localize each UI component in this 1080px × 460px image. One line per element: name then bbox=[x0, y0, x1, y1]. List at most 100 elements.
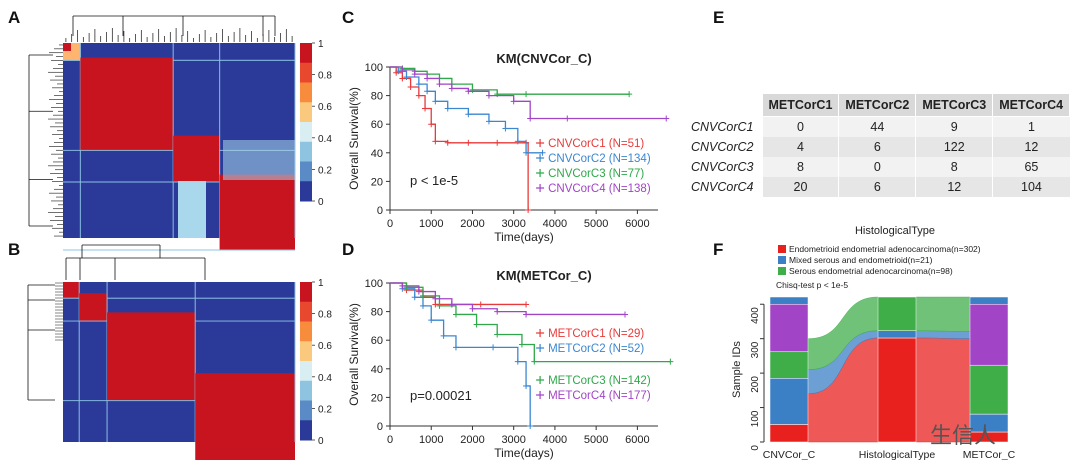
legend-marker bbox=[536, 169, 545, 177]
censor-mark bbox=[527, 423, 534, 429]
legend-swatch bbox=[778, 245, 786, 253]
alluvial-stratum bbox=[769, 296, 809, 305]
y-tick-label: 200 bbox=[750, 376, 761, 393]
y-tick-label: 80 bbox=[371, 307, 383, 319]
censor-mark bbox=[411, 294, 418, 301]
alluvial-flow bbox=[915, 296, 971, 332]
y-tick-label: 40 bbox=[371, 148, 383, 160]
y-tick-label: 400 bbox=[750, 307, 761, 324]
table-cell: 44 bbox=[838, 116, 916, 137]
legend-marker bbox=[536, 184, 545, 192]
censor-mark bbox=[452, 344, 459, 351]
censor-mark bbox=[564, 115, 571, 122]
km-curve-2 bbox=[390, 66, 543, 154]
legend-marker bbox=[536, 391, 545, 399]
x-tick-label: 4000 bbox=[543, 218, 567, 230]
censor-mark bbox=[494, 308, 501, 315]
colorbar-segment bbox=[300, 62, 312, 83]
censor-mark bbox=[663, 115, 670, 122]
censor-mark bbox=[465, 88, 472, 95]
km-title: KM(METCor_C) bbox=[496, 268, 591, 283]
table-cell: 8 bbox=[915, 157, 993, 177]
y-tick-label: 40 bbox=[371, 364, 383, 376]
alluvial-stratum bbox=[769, 351, 809, 379]
table-header: METCorC2 bbox=[838, 93, 917, 117]
y-tick-label: 60 bbox=[371, 335, 383, 347]
legend-label: METCorC3 (N=142) bbox=[548, 375, 651, 387]
legend-label: METCorC2 (N=52) bbox=[548, 343, 644, 355]
censor-mark bbox=[399, 66, 406, 73]
table-cell: 6 bbox=[838, 137, 916, 157]
colorbar-segment bbox=[300, 161, 312, 182]
colorbar-tick-label: 0 bbox=[318, 436, 324, 447]
p-value: p < 1e-5 bbox=[410, 173, 458, 188]
alluvial-plot-f: HistologicalType Endometrioid endometrial… bbox=[731, 225, 1016, 460]
censor-mark bbox=[407, 84, 414, 91]
contingency-table: METCorC1 METCorC2 METCorC3 METCorC4 CNVC… bbox=[684, 93, 1071, 197]
y-tick-label: 20 bbox=[371, 176, 383, 188]
row-header: CNVCorC1 bbox=[684, 116, 763, 137]
censor-mark bbox=[523, 91, 530, 98]
y-tick-label: 0 bbox=[377, 205, 383, 217]
table-header: METCorC4 bbox=[992, 93, 1071, 117]
colorbar-segment bbox=[300, 282, 312, 303]
table-cell: 0 bbox=[761, 116, 839, 137]
legend-label: CNVCorC4 (N=138) bbox=[548, 183, 651, 195]
y-tick-label: 300 bbox=[750, 341, 761, 358]
dendrogram-b bbox=[27, 244, 206, 401]
y-tick-label: 100 bbox=[365, 62, 383, 74]
colorbar-tick-label: 1 bbox=[318, 39, 324, 50]
table-cell: 8 bbox=[761, 157, 839, 177]
legend-marker bbox=[536, 154, 545, 162]
table-row: CNVCorC2 4 6 122 12 bbox=[684, 137, 1070, 157]
legend-label: METCorC4 (N=177) bbox=[548, 390, 651, 402]
censor-mark bbox=[523, 311, 530, 318]
alluvial-stratum bbox=[877, 296, 917, 332]
km-curve-2 bbox=[390, 282, 531, 426]
censor-mark bbox=[539, 149, 546, 156]
alluvial-stratum bbox=[877, 337, 917, 443]
censor-mark bbox=[514, 138, 521, 145]
y-tick-label: 20 bbox=[371, 392, 383, 404]
heatmap-b-colorbar: 1 0.8 0.6 0.4 0.2 0 bbox=[300, 278, 332, 447]
censor-mark bbox=[452, 311, 459, 318]
row-header: CNVCorC2 bbox=[684, 137, 763, 157]
legend-label: CNVCorC2 (N=134) bbox=[548, 153, 651, 165]
x-tick-label: 5000 bbox=[584, 218, 608, 230]
table-row: CNVCorC4 20 6 12 104 bbox=[684, 177, 1070, 197]
x-tick-label: 1000 bbox=[419, 434, 443, 446]
table-row: CNVCorC1 0 44 9 1 bbox=[684, 116, 1070, 137]
censor-mark bbox=[440, 332, 447, 339]
table-corner bbox=[684, 93, 763, 117]
censor-mark bbox=[523, 382, 530, 389]
table-header: METCorC1 bbox=[761, 93, 840, 117]
colorbar-segment bbox=[300, 82, 312, 103]
panel-label-c: C bbox=[342, 8, 355, 27]
legend-label: CNVCorC3 (N=77) bbox=[548, 168, 644, 180]
censor-mark bbox=[448, 85, 455, 92]
colorbar-tick-label: 0.8 bbox=[318, 71, 332, 82]
x-tick-label: 3000 bbox=[501, 218, 525, 230]
censor-mark bbox=[494, 139, 501, 146]
y-tick-label: 0 bbox=[377, 421, 383, 433]
panel-label-e: E bbox=[713, 8, 725, 27]
heatmap-offdiag-patch bbox=[178, 181, 206, 238]
censor-mark bbox=[514, 358, 521, 365]
heatmap-block-c3 bbox=[107, 312, 196, 401]
legend-label: METCorC1 (N=29) bbox=[548, 328, 644, 340]
y-tick-label: 80 bbox=[371, 91, 383, 103]
censor-mark bbox=[415, 92, 422, 99]
row-header: CNVCorC3 bbox=[684, 157, 763, 177]
x-tick-label: 3000 bbox=[501, 434, 525, 446]
censor-mark bbox=[510, 98, 517, 105]
censor-mark bbox=[424, 75, 431, 82]
km-curve-4 bbox=[390, 282, 626, 316]
colorbar-tick-label: 1 bbox=[318, 278, 324, 289]
x-tick-label: 6000 bbox=[625, 218, 649, 230]
legend-marker bbox=[536, 376, 545, 384]
censor-mark bbox=[415, 81, 422, 88]
table-cell: 65 bbox=[992, 157, 1070, 177]
heatmap-block-c2 bbox=[79, 293, 108, 322]
heatmap-block-c1 bbox=[63, 282, 80, 299]
